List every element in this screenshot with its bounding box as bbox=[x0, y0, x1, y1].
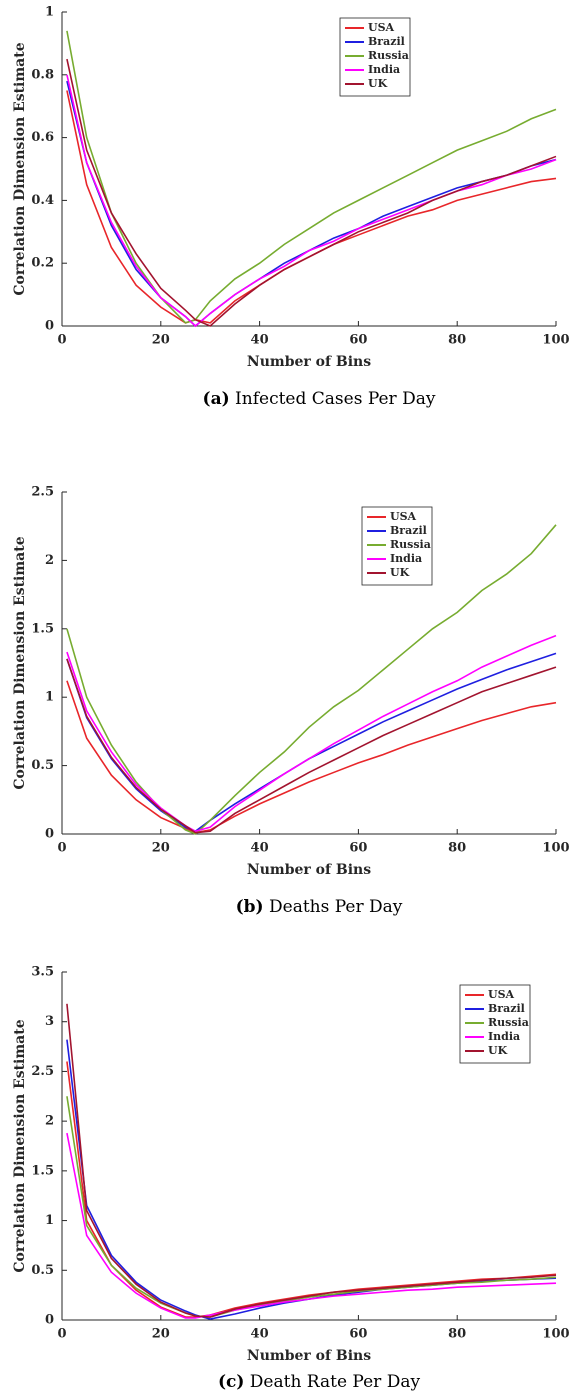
y-tick-label: 2.5 bbox=[31, 1064, 54, 1079]
legend-label: UK bbox=[488, 1044, 508, 1057]
y-tick-label: 1.5 bbox=[31, 621, 54, 636]
caption: (c) Death Rate Per Day bbox=[218, 1372, 421, 1392]
x-axis-label: Number of Bins bbox=[247, 862, 371, 878]
legend-label: India bbox=[488, 1030, 520, 1043]
series-line bbox=[66, 680, 557, 834]
y-tick-label: 0.5 bbox=[31, 758, 54, 773]
y-tick-label: 0.2 bbox=[31, 256, 54, 271]
y-tick-label: 0 bbox=[45, 827, 54, 842]
y-tick-label: 0.8 bbox=[31, 67, 54, 82]
legend-label: UK bbox=[390, 566, 410, 579]
caption: (b) Deaths Per Day bbox=[236, 897, 403, 917]
y-tick-label: 0.4 bbox=[31, 193, 54, 208]
y-tick-label: 0 bbox=[45, 319, 54, 334]
x-tick-label: 60 bbox=[349, 333, 367, 348]
series-line bbox=[66, 90, 557, 324]
y-tick-label: 3 bbox=[45, 1014, 54, 1029]
series-line bbox=[66, 634, 557, 833]
legend-label: India bbox=[390, 552, 422, 565]
x-tick-label: 40 bbox=[251, 841, 269, 856]
caption-label: (a) bbox=[203, 389, 230, 409]
legend-label: Brazil bbox=[390, 524, 427, 537]
x-tick-label: 40 bbox=[251, 333, 269, 348]
legend-label: Russia bbox=[390, 538, 431, 551]
series-line bbox=[66, 58, 557, 327]
x-tick-label: 100 bbox=[542, 841, 569, 856]
y-tick-label: 2.5 bbox=[31, 485, 54, 500]
legend-label: Russia bbox=[488, 1016, 529, 1029]
series-line bbox=[66, 74, 557, 328]
caption-text: Death Rate Per Day bbox=[250, 1372, 421, 1392]
x-tick-label: 0 bbox=[57, 333, 66, 348]
y-tick-label: 1 bbox=[45, 1213, 54, 1228]
legend-label: Brazil bbox=[368, 35, 405, 48]
y-axis-label: Correlation Dimension Estimate bbox=[12, 1019, 28, 1272]
x-tick-label: 80 bbox=[448, 333, 466, 348]
x-axis-label: Number of Bins bbox=[247, 354, 371, 370]
series-line bbox=[66, 1132, 557, 1319]
y-tick-label: 1 bbox=[45, 690, 54, 705]
caption: (a) Infected Cases Per Day bbox=[203, 389, 436, 409]
x-tick-label: 0 bbox=[57, 841, 66, 856]
y-axis-label: Correlation Dimension Estimate bbox=[12, 536, 28, 789]
x-tick-label: 20 bbox=[152, 333, 170, 348]
x-tick-label: 20 bbox=[152, 1327, 170, 1342]
series-line bbox=[66, 1003, 557, 1318]
legend-label: USA bbox=[368, 21, 395, 34]
series-line bbox=[66, 652, 557, 833]
x-tick-label: 100 bbox=[542, 333, 569, 348]
x-tick-label: 100 bbox=[542, 1327, 569, 1342]
y-tick-label: 2 bbox=[45, 553, 54, 568]
series-line bbox=[66, 30, 557, 324]
y-axis-label: Correlation Dimension Estimate bbox=[12, 42, 28, 295]
y-tick-label: 2 bbox=[45, 1114, 54, 1129]
y-tick-label: 3.5 bbox=[31, 965, 54, 980]
x-tick-label: 20 bbox=[152, 841, 170, 856]
caption-label: (c) bbox=[218, 1372, 244, 1392]
series-line bbox=[66, 1039, 557, 1320]
series-line bbox=[66, 1096, 557, 1318]
series-line bbox=[66, 80, 557, 328]
y-tick-label: 0.6 bbox=[31, 130, 54, 145]
legend-label: UK bbox=[368, 77, 388, 90]
x-tick-label: 60 bbox=[349, 841, 367, 856]
x-tick-label: 60 bbox=[349, 1327, 367, 1342]
x-tick-label: 80 bbox=[448, 1327, 466, 1342]
caption-text: Deaths Per Day bbox=[269, 897, 403, 917]
legend-label: India bbox=[368, 63, 400, 76]
y-tick-label: 1 bbox=[45, 5, 54, 20]
legend-label: USA bbox=[488, 988, 515, 1001]
series-line bbox=[66, 658, 557, 834]
x-axis-label: Number of Bins bbox=[247, 1348, 371, 1364]
y-tick-label: 0 bbox=[45, 1313, 54, 1328]
x-tick-label: 80 bbox=[448, 841, 466, 856]
caption-text: Infected Cases Per Day bbox=[235, 389, 436, 409]
y-tick-label: 0.5 bbox=[31, 1263, 54, 1278]
legend-label: Brazil bbox=[488, 1002, 525, 1015]
series-line bbox=[66, 1061, 557, 1318]
x-tick-label: 0 bbox=[57, 1327, 66, 1342]
caption-label: (b) bbox=[236, 897, 264, 917]
y-tick-label: 1.5 bbox=[31, 1163, 54, 1178]
legend-label: USA bbox=[390, 510, 417, 523]
x-tick-label: 40 bbox=[251, 1327, 269, 1342]
legend-label: Russia bbox=[368, 49, 409, 62]
